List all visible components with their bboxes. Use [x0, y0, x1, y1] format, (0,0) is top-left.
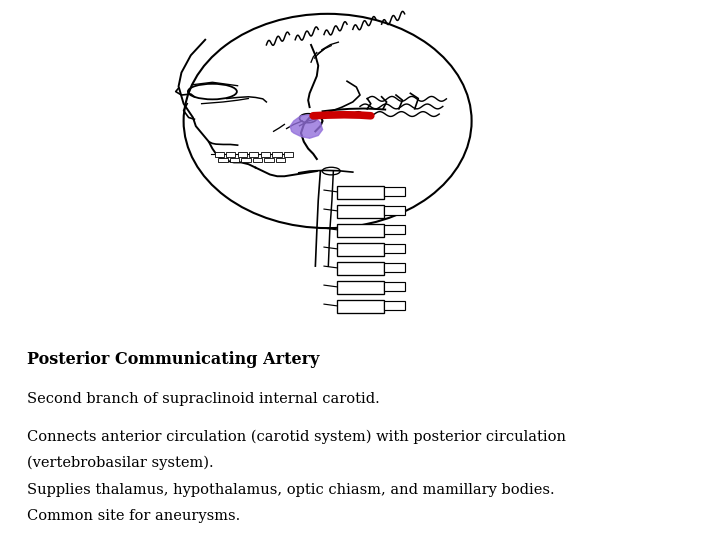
Bar: [337, 186, 384, 199]
Text: (vertebrobasilar system).: (vertebrobasilar system).: [27, 456, 214, 470]
Bar: [337, 242, 384, 256]
Bar: [284, 152, 293, 157]
Bar: [261, 152, 270, 157]
Bar: [384, 301, 405, 310]
Bar: [384, 225, 405, 234]
Bar: [249, 152, 258, 157]
Bar: [384, 282, 405, 292]
Bar: [384, 206, 405, 215]
Text: Posterior Communicating Artery: Posterior Communicating Artery: [27, 351, 320, 368]
Bar: [272, 152, 282, 157]
Bar: [226, 152, 235, 157]
Polygon shape: [290, 114, 323, 138]
Bar: [337, 224, 384, 237]
Bar: [253, 158, 262, 163]
Bar: [384, 244, 405, 253]
Bar: [384, 187, 405, 197]
Bar: [230, 158, 239, 163]
Bar: [218, 158, 228, 163]
Bar: [384, 264, 405, 272]
Text: Second branch of supraclinoid internal carotid.: Second branch of supraclinoid internal c…: [27, 392, 380, 406]
Bar: [215, 152, 224, 157]
Bar: [337, 281, 384, 294]
Text: Common site for aneurysms.: Common site for aneurysms.: [27, 509, 240, 523]
Bar: [276, 158, 285, 163]
Bar: [337, 300, 384, 313]
Bar: [337, 205, 384, 218]
Text: Supplies thalamus, hypothalamus, optic chiasm, and mamillary bodies.: Supplies thalamus, hypothalamus, optic c…: [27, 483, 555, 497]
Bar: [238, 152, 247, 157]
Bar: [241, 158, 251, 163]
Bar: [337, 261, 384, 275]
Bar: [264, 158, 274, 163]
Text: Connects anterior circulation (carotid system) with posterior circulation: Connects anterior circulation (carotid s…: [27, 429, 567, 443]
